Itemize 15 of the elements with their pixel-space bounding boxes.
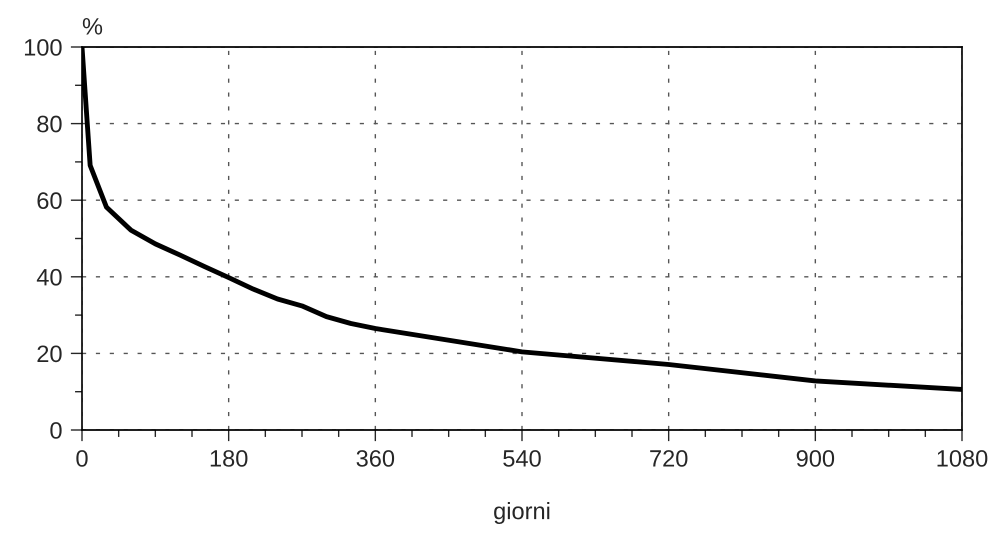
y-axis-title: %	[82, 18, 102, 35]
x-tick-label: 180	[210, 450, 248, 467]
y-tick-label: 0	[50, 422, 62, 439]
x-tick-label: 0	[76, 450, 88, 467]
x-tick-label: 360	[356, 450, 394, 467]
y-tick-label: 60	[37, 192, 62, 209]
x-tick-label: 900	[796, 450, 834, 467]
y-tick-label: 40	[36, 268, 62, 286]
y-tick-label: 20	[37, 345, 62, 362]
x-tick-label: 720	[650, 450, 688, 467]
y-tick-label: 80	[37, 116, 62, 132]
x-axis-title: giorni	[494, 502, 550, 524]
x-tick-label: 1080	[938, 450, 988, 467]
y-tick-label: 100	[24, 39, 62, 56]
x-tick-label: 540	[503, 450, 541, 467]
